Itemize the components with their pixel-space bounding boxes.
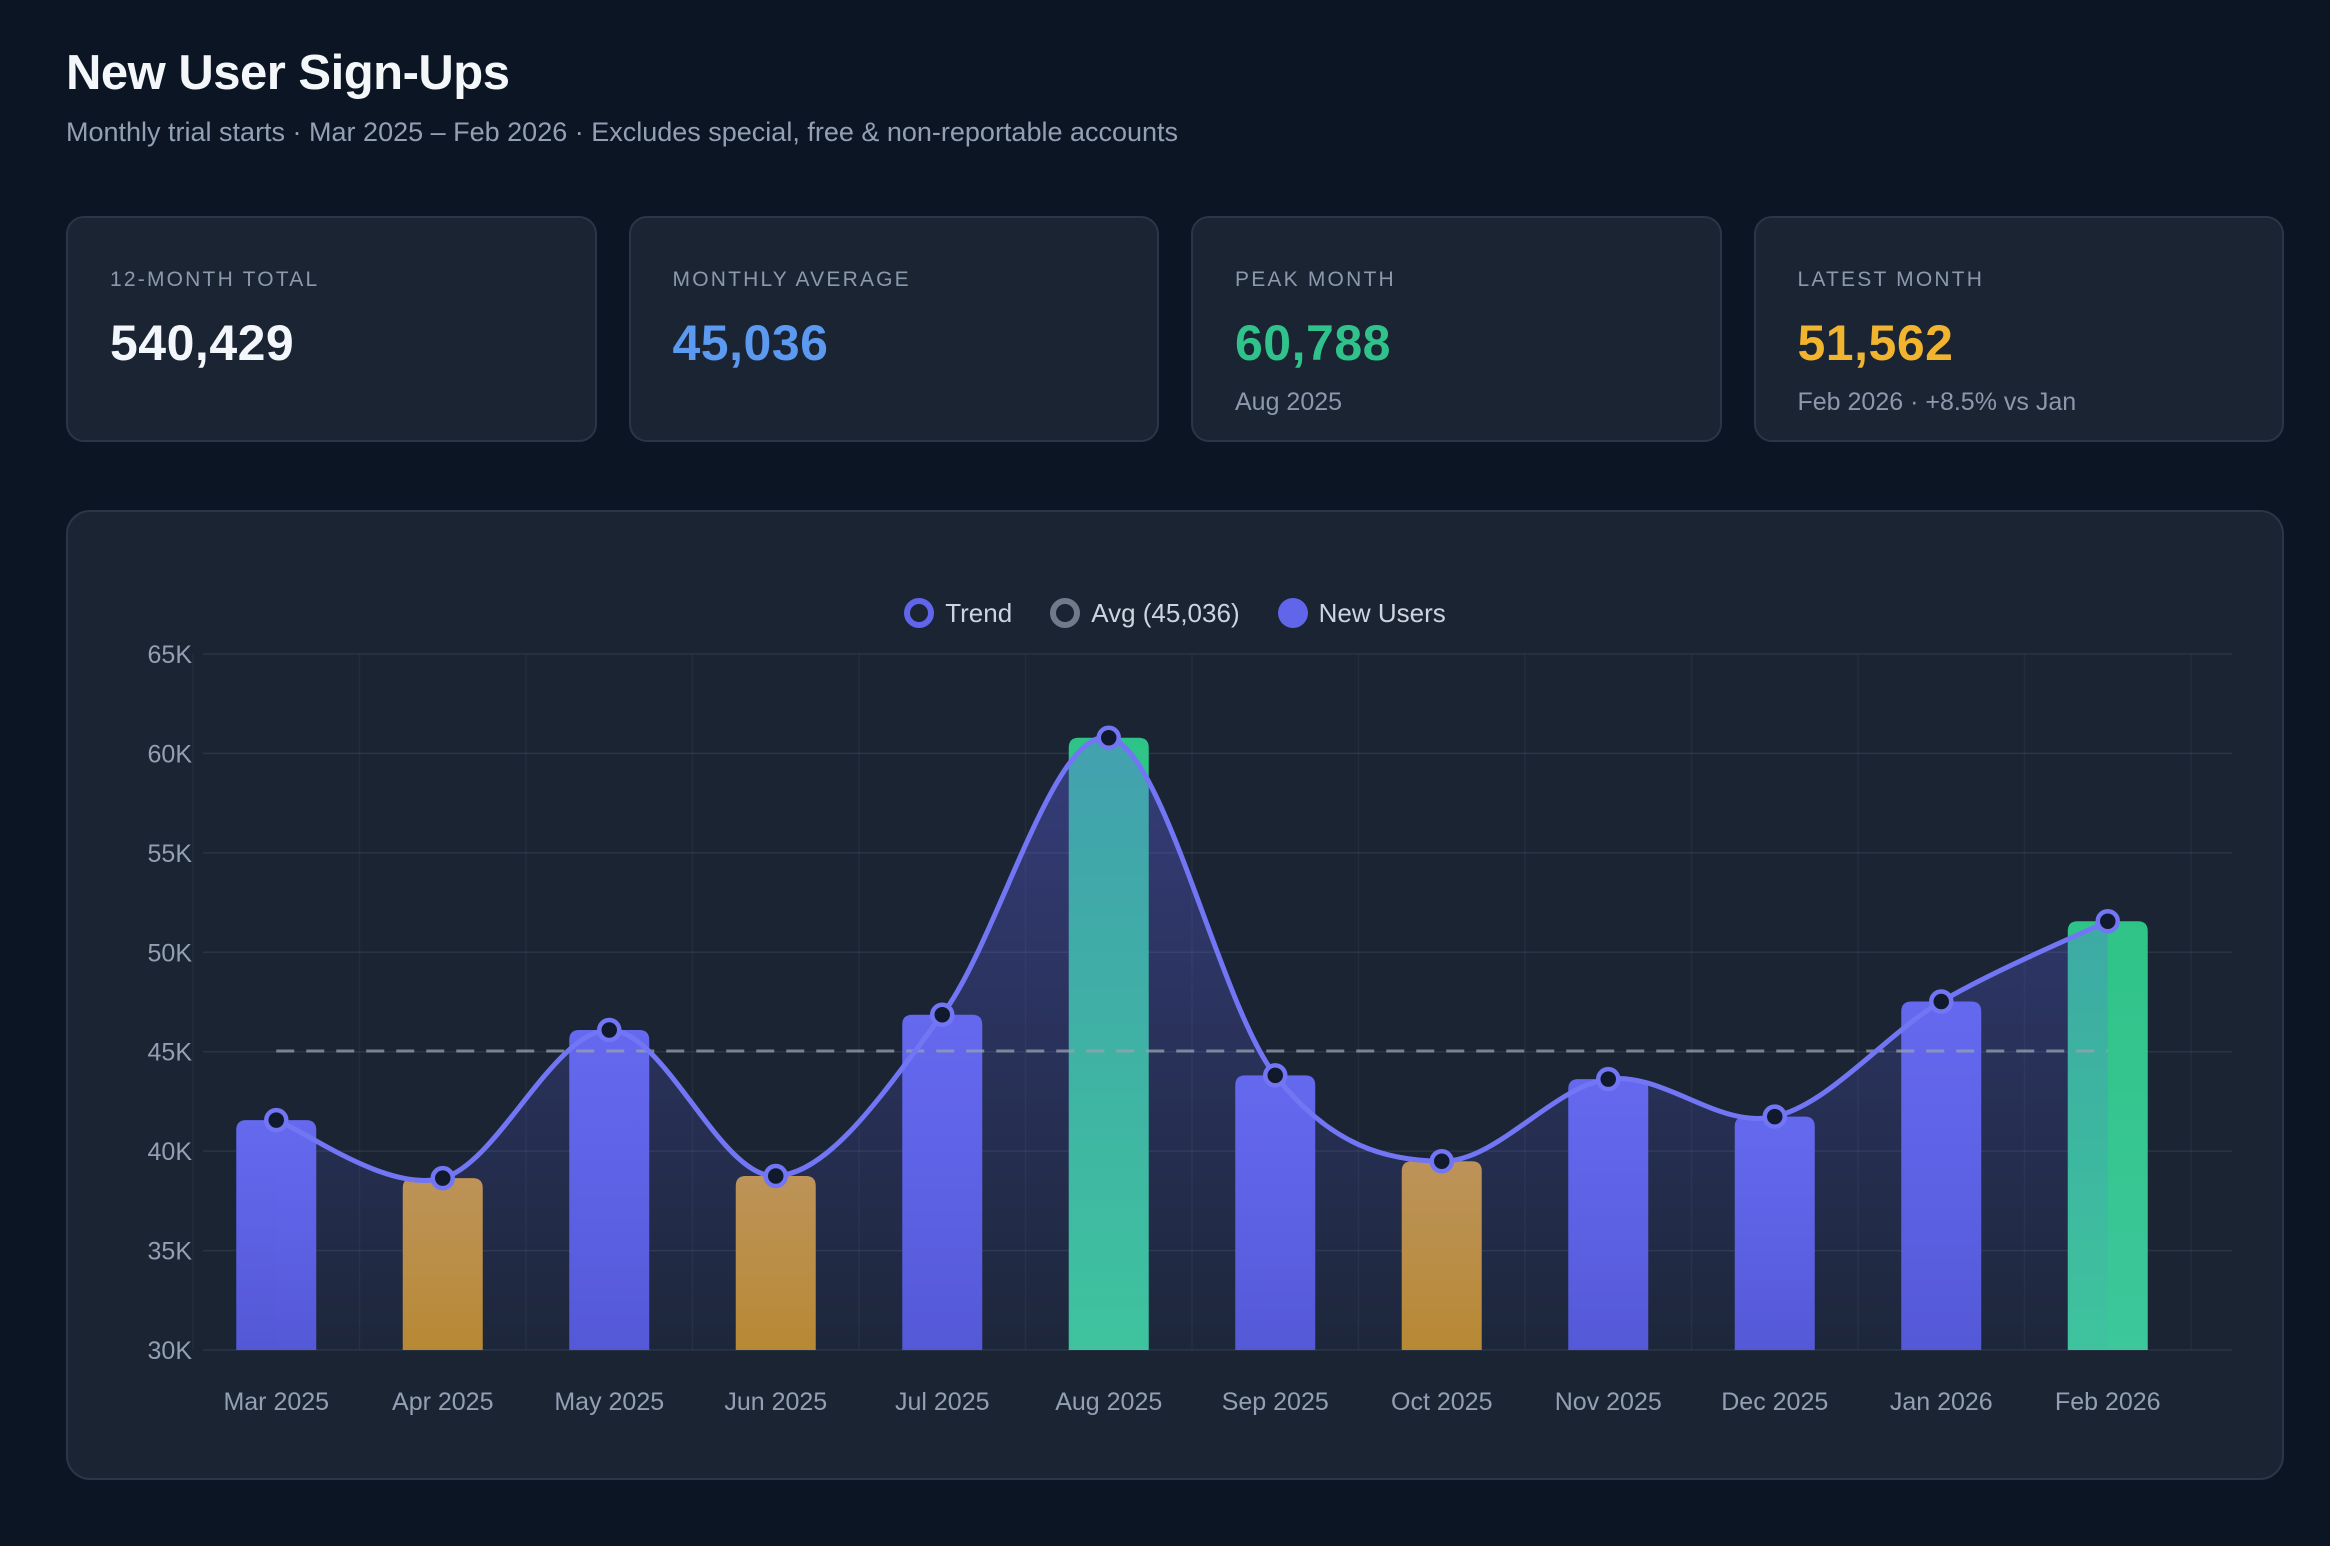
marker-mar-2025[interactable] — [264, 1107, 289, 1133]
marker-oct-2025[interactable] — [1429, 1149, 1454, 1174]
marker-nov-2025[interactable] — [1596, 1066, 1621, 1092]
x-tick-label: Jan 2026 — [1890, 1388, 1993, 1416]
stats-row: 12-MONTH TOTAL 540,429 MONTHLY AVERAGE 4… — [66, 215, 2284, 442]
average-ring-icon — [1050, 598, 1081, 629]
chart-legend: Trend Avg (45,036) New Users — [68, 598, 2282, 629]
x-tick-label: Jul 2025 — [895, 1388, 990, 1416]
marker-jun-2025[interactable] — [763, 1163, 788, 1189]
marker-sep-2025[interactable] — [1263, 1063, 1288, 1088]
marker-jan-2026[interactable] — [1929, 989, 1954, 1014]
x-tick-label: May 2025 — [554, 1388, 664, 1416]
x-tick-label: Mar 2025 — [223, 1388, 329, 1416]
y-tick-label: 65K — [148, 641, 193, 669]
x-tick-label: Dec 2025 — [1721, 1388, 1828, 1416]
x-tick-label: Oct 2025 — [1391, 1388, 1492, 1416]
marker-apr-2025[interactable] — [430, 1165, 455, 1191]
page-title: New User Sign-Ups — [66, 46, 510, 100]
page-subtitle: Monthly trial starts · Mar 2025 – Feb 20… — [66, 116, 1179, 147]
marker-dec-2025[interactable] — [1762, 1104, 1787, 1129]
legend-label: Trend — [945, 597, 1013, 628]
legend-label: New Users — [1318, 597, 1446, 628]
x-tick-label: Apr 2025 — [392, 1388, 493, 1416]
stat-value: 540,429 — [110, 314, 295, 371]
stat-sub: Aug 2025 — [1235, 387, 1343, 416]
stat-label: LATEST MONTH — [1797, 267, 1985, 291]
marker-feb-2026[interactable] — [2095, 908, 2120, 934]
stat-card-latest: LATEST MONTH 51,562 Feb 2026 · +8.5% vs … — [1753, 215, 2284, 442]
trend-ring-icon — [904, 598, 935, 629]
marker-may-2025[interactable] — [597, 1017, 622, 1043]
stat-label: PEAK MONTH — [1235, 267, 1396, 291]
x-tick-label: Sep 2025 — [1222, 1388, 1329, 1416]
y-tick-label: 45K — [148, 1039, 193, 1067]
y-tick-label: 55K — [148, 840, 193, 868]
legend-label: Avg (45,036) — [1091, 597, 1240, 628]
legend-item-trend[interactable]: Trend — [904, 598, 1012, 629]
y-tick-label: 50K — [148, 939, 193, 967]
stat-card-peak: PEAK MONTH 60,788 Aug 2025 — [1191, 215, 1722, 442]
x-tick-label: Jun 2025 — [724, 1388, 827, 1416]
marker-jul-2025[interactable] — [930, 1002, 955, 1027]
stat-value: 51,562 — [1797, 314, 1954, 371]
x-tick-label: Feb 2026 — [2055, 1388, 2161, 1416]
stat-card-average: MONTHLY AVERAGE 45,036 — [628, 215, 1159, 442]
new-users-dot-icon — [1277, 598, 1308, 629]
legend-item-average[interactable]: Avg (45,036) — [1050, 597, 1240, 629]
legend-item-new-users[interactable]: New Users — [1277, 597, 1446, 629]
stat-label: MONTHLY AVERAGE — [672, 267, 911, 291]
y-tick-label: 60K — [148, 740, 193, 768]
stat-sub: Feb 2026 · +8.5% vs Jan — [1797, 387, 2077, 416]
y-tick-label: 30K — [148, 1337, 193, 1365]
signups-bar-line-chart: 30K 35K 40K 45K 50K 55K 60K 65K Mar 2025 Apr 2025… — [148, 641, 2232, 1416]
y-tick-label: 40K — [148, 1138, 193, 1166]
stat-value: 45,036 — [672, 314, 829, 371]
y-tick-label: 35K — [148, 1238, 193, 1266]
stat-card-total: 12-MONTH TOTAL 540,429 — [66, 215, 597, 442]
stat-value: 60,788 — [1235, 314, 1391, 371]
signups-chart-panel: Trend Avg (45,036) New Users 30K 35K 40K 45… — [66, 509, 2284, 1480]
x-tick-label: Nov 2025 — [1555, 1388, 1662, 1416]
trend-area — [276, 737, 2108, 1350]
stat-label: 12-MONTH TOTAL — [110, 267, 320, 291]
x-tick-label: Aug 2025 — [1055, 1388, 1162, 1416]
marker-aug-2025[interactable] — [1096, 725, 1121, 750]
